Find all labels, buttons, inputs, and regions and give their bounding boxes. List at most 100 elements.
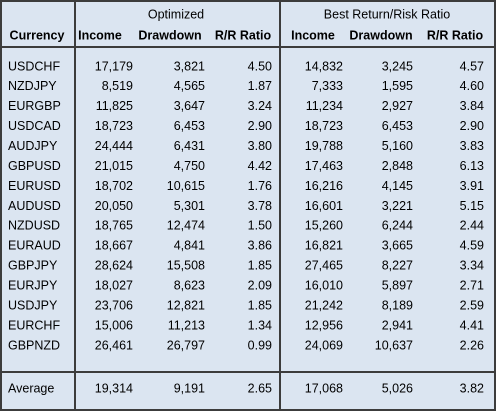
value-cell: 6.13 [460,159,484,173]
value-cell: 23,706 [95,298,133,312]
value-cell: 2.90 [460,119,484,133]
value-cell: 3.84 [460,99,484,113]
value-cell: 3.91 [460,179,484,193]
value-cell: 5,160 [382,139,413,153]
value-cell: 2,848 [382,159,413,173]
value-cell: 1.87 [248,79,272,93]
value-cell: 2.90 [248,119,272,133]
value-cell: 3.78 [248,199,272,213]
value-cell: 2.09 [248,279,272,293]
value-cell: 6,244 [382,219,413,233]
value-cell: 0.99 [248,338,272,352]
value-cell: 4.59 [460,239,484,253]
value-cell: 16,010 [305,279,343,293]
currency-cell: GBPJPY [8,259,58,273]
value-cell: 1.85 [248,298,272,312]
value-cell: 2.44 [460,219,484,233]
value-cell: 3.86 [248,239,272,253]
value-cell: 15,508 [167,259,205,273]
currency-cell: NZDJPY [8,79,57,93]
currency-cell: GBPUSD [8,159,61,173]
value-cell: 8,189 [382,298,413,312]
value-cell: 10,637 [375,338,413,352]
value-cell: 12,956 [305,318,343,332]
value-cell: 12,821 [167,298,205,312]
value-cell: 16,601 [305,199,343,213]
value-cell: 11,213 [168,318,205,332]
currency-cell: EURJPY [8,279,58,293]
value-cell: 8,227 [382,259,413,273]
average-cell: 5,026 [382,381,413,395]
value-cell: 11,825 [96,99,133,113]
currency-cell: NZDUSD [8,219,60,233]
value-cell: 1.76 [248,179,272,193]
value-cell: 17,463 [305,159,343,173]
value-cell: 16,821 [305,239,343,253]
value-cell: 28,624 [95,259,133,273]
value-cell: 4.50 [248,59,272,73]
value-cell: 4.60 [460,79,484,93]
value-cell: 18,765 [95,219,133,233]
value-cell: 18,702 [95,179,133,193]
value-cell: 1.50 [248,219,272,233]
value-cell: 2.26 [460,338,484,352]
value-cell: 24,069 [305,338,343,352]
value-cell: 4,145 [382,179,413,193]
group-header: Optimized [148,7,204,21]
value-cell: 3,221 [382,199,413,213]
column-header: Income [291,28,335,42]
value-cell: 4.57 [460,59,484,73]
currency-cell: EURGBP [8,99,61,113]
value-cell: 3,665 [382,239,413,253]
column-header: Currency [10,28,65,42]
value-cell: 3.80 [248,139,272,153]
column-header: R/R Ratio [215,28,272,42]
currency-cell: EURCHF [8,318,60,332]
value-cell: 5.15 [460,199,484,213]
currency-cell: AUDJPY [8,139,58,153]
value-cell: 26,461 [95,338,133,352]
average-label: Average [8,381,54,395]
group-header: Best Return/Risk Ratio [324,7,450,21]
value-cell: 18,723 [305,119,343,133]
value-cell: 12,474 [167,219,205,233]
currency-cell: USDJPY [8,298,58,312]
average-cell: 17,068 [305,381,343,395]
value-cell: 8,623 [174,279,205,293]
value-cell: 6,431 [174,139,205,153]
value-cell: 3.24 [248,99,272,113]
value-cell: 5,897 [382,279,413,293]
value-cell: 1.34 [248,318,272,332]
average-cell: 3.82 [460,381,484,395]
value-cell: 27,465 [305,259,343,273]
value-cell: 19,788 [305,139,343,153]
value-cell: 5,301 [174,199,205,213]
value-cell: 21,242 [305,298,343,312]
value-cell: 16,216 [305,179,343,193]
currency-cell: USDCHF [8,59,60,73]
value-cell: 11,234 [306,99,343,113]
value-cell: 4,841 [174,239,205,253]
average-cell: 2.65 [248,381,272,395]
value-cell: 4,750 [174,159,205,173]
value-cell: 4.42 [248,159,272,173]
value-cell: 3,647 [174,99,205,113]
value-cell: 2.59 [460,298,484,312]
value-cell: 2,941 [382,318,413,332]
currency-cell: EURAUD [8,239,61,253]
value-cell: 15,260 [305,219,343,233]
value-cell: 10,615 [167,179,205,193]
value-cell: 18,667 [95,239,133,253]
value-cell: 18,027 [95,279,133,293]
column-header: Drawdown [138,28,201,42]
column-header: Income [78,28,122,42]
currency-cell: GBPNZD [8,338,60,352]
value-cell: 26,797 [167,338,205,352]
value-cell: 2,927 [382,99,413,113]
value-cell: 6,453 [174,119,205,133]
value-cell: 4.41 [460,318,484,332]
value-cell: 3.34 [460,259,484,273]
average-cell: 19,314 [95,381,133,395]
